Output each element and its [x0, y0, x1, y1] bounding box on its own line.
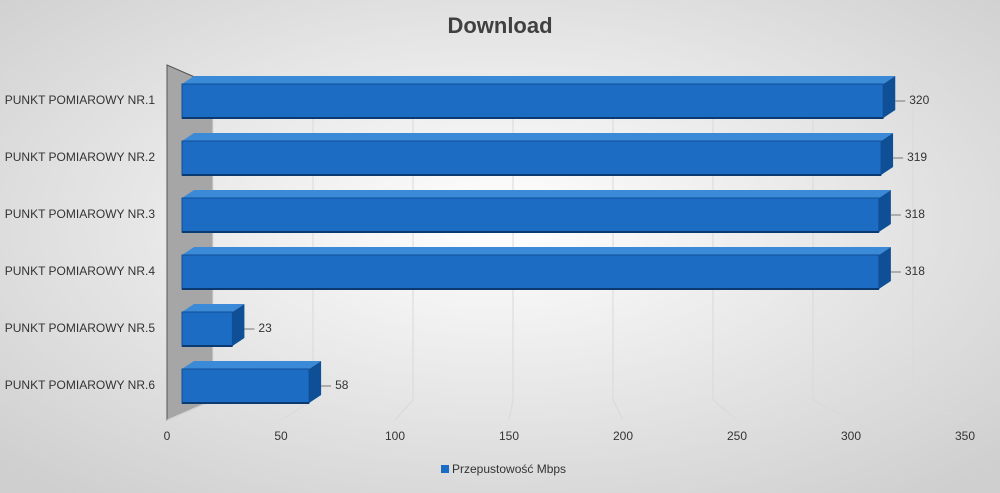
floor-grid-line	[812, 399, 852, 421]
x-tick-label: 0	[164, 429, 171, 443]
value-label: 23	[258, 321, 272, 335]
x-tick-label: 50	[274, 429, 288, 443]
bar-side	[309, 361, 322, 403]
value-label: 319	[907, 150, 927, 164]
floor-grid-line	[912, 399, 966, 421]
value-label: 318	[905, 207, 925, 221]
bar	[181, 311, 233, 347]
y-tick-label: PUNKT POMIAROWY NR.2	[5, 150, 156, 164]
x-tick-label: 200	[613, 429, 633, 443]
y-tick-label: PUNKT POMIAROWY NR.4	[5, 264, 156, 278]
bar	[181, 197, 880, 233]
y-tick-label: PUNKT POMIAROWY NR.1	[5, 93, 156, 107]
floor-grid-line	[612, 399, 624, 421]
floor-grid-line	[394, 399, 414, 421]
value-label: 320	[909, 93, 929, 107]
value-label: 58	[335, 378, 349, 392]
bar	[181, 83, 884, 119]
y-tick-label: PUNKT POMIAROWY NR.3	[5, 207, 156, 221]
bar-side	[878, 247, 891, 289]
bar-side	[883, 76, 896, 118]
bar	[181, 140, 882, 176]
bar-top	[182, 76, 896, 84]
x-tick-label: 150	[499, 429, 519, 443]
chart-title: Download	[447, 13, 552, 38]
x-tick-label: 350	[955, 429, 975, 443]
value-label: 318	[905, 264, 925, 278]
floor-grid-line	[508, 399, 514, 421]
floor-grid-line	[712, 399, 738, 421]
x-tick-label: 100	[385, 429, 405, 443]
y-tick-label: PUNKT POMIAROWY NR.5	[5, 321, 156, 335]
x-tick-label: 300	[841, 429, 861, 443]
bar	[181, 368, 310, 404]
legend-label: Przepustowość Mbps	[452, 462, 566, 476]
bar-side	[881, 133, 894, 175]
bar-side	[878, 190, 891, 232]
y-tick-label: PUNKT POMIAROWY NR.6	[5, 378, 156, 392]
bar-side	[232, 304, 245, 346]
bar-top	[182, 190, 891, 198]
bar-top	[182, 133, 894, 141]
bar-top	[182, 361, 322, 369]
bar	[181, 254, 880, 290]
bar-top	[182, 304, 245, 312]
x-tick-label: 250	[727, 429, 747, 443]
legend-swatch	[441, 465, 449, 473]
bar-top	[182, 247, 891, 255]
